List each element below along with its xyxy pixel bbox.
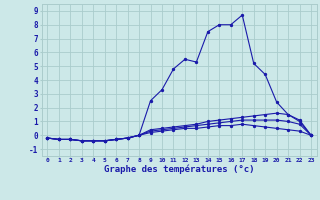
X-axis label: Graphe des températures (°c): Graphe des températures (°c) bbox=[104, 164, 254, 174]
